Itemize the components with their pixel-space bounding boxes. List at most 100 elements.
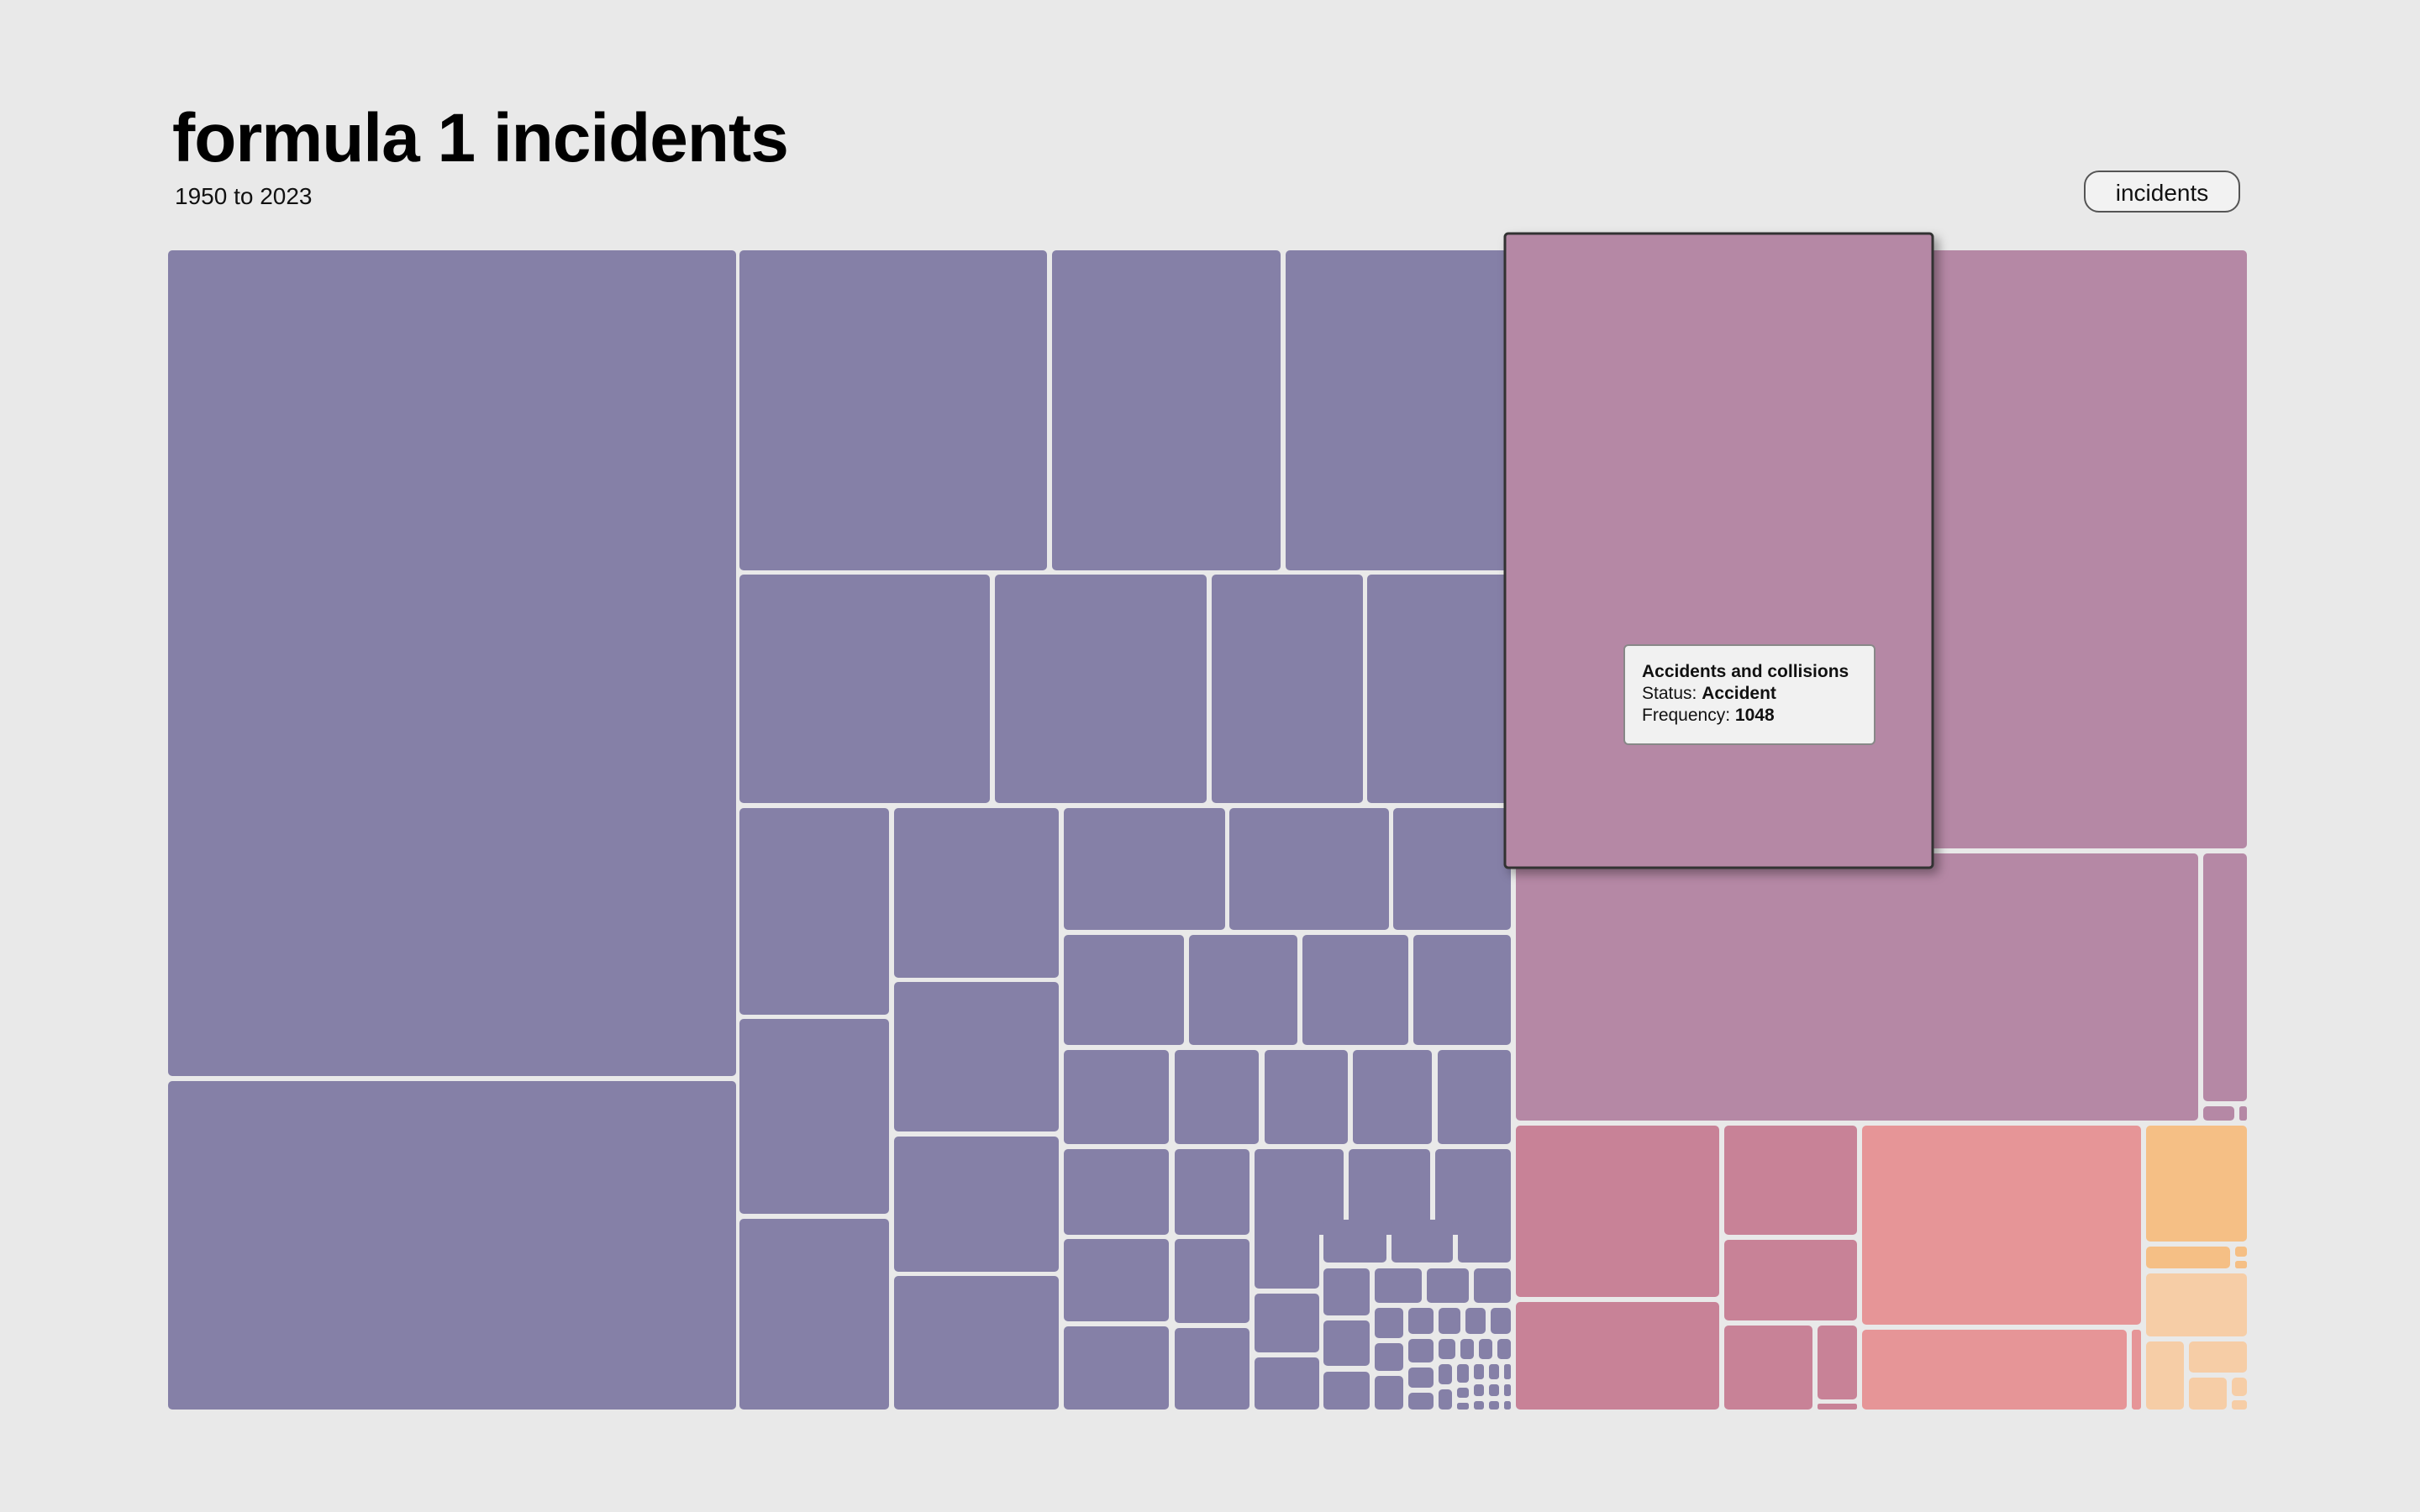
treemap-tile-disqualified[interactable] <box>1724 1126 1857 1235</box>
treemap-tile-mechanical[interactable] <box>1175 1239 1249 1323</box>
treemap-tile-mechanical[interactable] <box>1427 1268 1469 1303</box>
treemap-tile-mechanical[interactable] <box>1465 1308 1486 1334</box>
treemap-tile-mechanical[interactable] <box>894 1137 1059 1272</box>
treemap-tile-mechanical[interactable] <box>1504 1401 1511 1410</box>
treemap-tile-mechanical[interactable] <box>1497 1339 1511 1359</box>
treemap-tile-highlighted[interactable] <box>1503 232 1934 869</box>
treemap-tile-mechanical[interactable] <box>1229 808 1389 930</box>
treemap-tile-mechanical[interactable] <box>1052 250 1281 570</box>
treemap-tile-mechanical[interactable] <box>1302 935 1408 1045</box>
treemap-tile-disqualified[interactable] <box>1516 1126 1719 1297</box>
treemap-tile-mechanical[interactable] <box>1489 1384 1499 1396</box>
treemap-tile-mechanical[interactable] <box>1474 1401 1484 1410</box>
treemap-tile-mechanical[interactable] <box>168 250 736 1076</box>
treemap-tile-mechanical[interactable] <box>1458 1220 1511 1263</box>
treemap-tile-misc_light[interactable] <box>2189 1378 2227 1410</box>
treemap-tile-disqualified[interactable] <box>1818 1326 1857 1399</box>
treemap-tile-mechanical[interactable] <box>1439 1364 1452 1384</box>
treemap-tile-mechanical[interactable] <box>739 1219 889 1410</box>
metric-toggle-button[interactable]: incidents <box>2084 171 2240 213</box>
treemap-tile-mechanical[interactable] <box>1255 1149 1344 1235</box>
treemap-tile-mechanical[interactable] <box>1323 1220 1386 1263</box>
treemap-tile-mechanical[interactable] <box>1064 808 1225 930</box>
treemap-tile-mechanical[interactable] <box>1175 1149 1249 1235</box>
treemap-tile-mechanical[interactable] <box>1439 1308 1460 1334</box>
treemap-tile-mechanical[interactable] <box>1175 1328 1249 1410</box>
treemap-tile-mechanical[interactable] <box>1474 1364 1484 1379</box>
treemap-tile-mechanical[interactable] <box>1323 1320 1370 1366</box>
treemap-tile-accidents[interactable] <box>1516 853 2198 1121</box>
treemap-tile-mechanical[interactable] <box>1460 1339 1474 1359</box>
treemap-tile-mechanical[interactable] <box>1408 1393 1434 1410</box>
treemap-tile-misc_light[interactable] <box>2146 1273 2247 1336</box>
treemap-tile-misc_light[interactable] <box>2146 1341 2184 1410</box>
treemap-tile-mechanical[interactable] <box>1489 1364 1499 1379</box>
treemap-tile-misc[interactable] <box>2146 1126 2247 1242</box>
treemap-tile-mechanical[interactable] <box>1064 1050 1169 1144</box>
treemap-tile-mechanical[interactable] <box>739 808 889 1015</box>
treemap-tile-disqualified[interactable] <box>1516 1302 1719 1410</box>
treemap-tile-mechanical[interactable] <box>1064 1326 1169 1410</box>
treemap-tile-mechanical[interactable] <box>1255 1357 1319 1410</box>
treemap-tile-mechanical[interactable] <box>1064 1239 1169 1321</box>
treemap-tile-mechanical[interactable] <box>894 1276 1059 1410</box>
treemap-tile-mechanical[interactable] <box>894 808 1059 978</box>
treemap-tile-mechanical[interactable] <box>1255 1294 1319 1352</box>
treemap-tile-mechanical[interactable] <box>894 982 1059 1131</box>
treemap-tile-mechanical[interactable] <box>1439 1389 1452 1410</box>
treemap-tile-mechanical[interactable] <box>1212 575 1363 803</box>
treemap-tile-mechanical[interactable] <box>168 1081 736 1410</box>
treemap-tile-mechanical[interactable] <box>1367 575 1511 803</box>
treemap-tile-misc_light[interactable] <box>2189 1341 2247 1373</box>
treemap-tile-mechanical[interactable] <box>1457 1364 1469 1383</box>
treemap-tile-mechanical[interactable] <box>1175 1050 1259 1144</box>
treemap-tile-mechanical[interactable] <box>1408 1308 1434 1334</box>
treemap-tile-mechanical[interactable] <box>1064 935 1184 1045</box>
treemap-tile-mechanical[interactable] <box>1474 1384 1484 1396</box>
treemap-tile-mechanical[interactable] <box>1064 1149 1169 1235</box>
treemap-tile-mechanical[interactable] <box>1323 1372 1370 1410</box>
treemap-tile-mechanical[interactable] <box>995 575 1207 803</box>
treemap-tile-mechanical[interactable] <box>1392 1220 1453 1263</box>
treemap-tile-accidents[interactable] <box>2203 1106 2234 1121</box>
treemap-tile-mechanical[interactable] <box>1474 1268 1511 1303</box>
treemap-tile-mechanical[interactable] <box>1265 1050 1348 1144</box>
treemap-tile-other[interactable] <box>1862 1330 2127 1410</box>
treemap-tile-mechanical[interactable] <box>1375 1376 1403 1410</box>
treemap-tile-mechanical[interactable] <box>1393 808 1511 930</box>
treemap-tile-mechanical[interactable] <box>1504 1384 1511 1396</box>
treemap-tile-mechanical[interactable] <box>739 1019 889 1214</box>
treemap-tile-accidents[interactable] <box>2239 1106 2247 1121</box>
treemap-tile-misc_light[interactable] <box>2232 1400 2247 1410</box>
treemap-tile-accidents[interactable] <box>2203 853 2247 1101</box>
treemap-tile-mechanical[interactable] <box>1438 1050 1511 1144</box>
treemap-tile-disqualified[interactable] <box>1818 1404 1857 1410</box>
treemap-tile-mechanical[interactable] <box>1353 1050 1432 1144</box>
treemap-tile-mechanical[interactable] <box>739 575 990 803</box>
treemap-tile-other[interactable] <box>2132 1330 2141 1410</box>
treemap-tile-disqualified[interactable] <box>1724 1240 1857 1320</box>
treemap-tile-mechanical[interactable] <box>1189 935 1297 1045</box>
treemap-tile-other[interactable] <box>1862 1126 2141 1325</box>
treemap-tile-mechanical[interactable] <box>1504 1364 1511 1379</box>
treemap-tile-mechanical[interactable] <box>1323 1268 1370 1315</box>
treemap-tile-mechanical[interactable] <box>739 250 1047 570</box>
treemap-tile-mechanical[interactable] <box>1349 1149 1430 1235</box>
treemap-tile-misc[interactable] <box>2146 1247 2230 1268</box>
treemap-tile-mechanical[interactable] <box>1375 1343 1403 1371</box>
treemap-tile-mechanical[interactable] <box>1491 1308 1511 1334</box>
treemap-tile-mechanical[interactable] <box>1286 250 1511 570</box>
treemap-tile-mechanical[interactable] <box>1479 1339 1492 1359</box>
treemap-tile-mechanical[interactable] <box>1375 1308 1403 1338</box>
treemap-tile-disqualified[interactable] <box>1724 1326 1812 1410</box>
treemap-tile-mechanical[interactable] <box>1413 935 1511 1045</box>
treemap-tile-misc_light[interactable] <box>2232 1378 2247 1396</box>
treemap-tile-mechanical[interactable] <box>1435 1149 1511 1235</box>
treemap-tile-mechanical[interactable] <box>1439 1339 1455 1359</box>
treemap-tile-mechanical[interactable] <box>1408 1339 1434 1362</box>
treemap-tile-mechanical[interactable] <box>1489 1401 1499 1410</box>
treemap-tile-mechanical[interactable] <box>1375 1268 1422 1303</box>
treemap-tile-misc[interactable] <box>2235 1247 2247 1257</box>
treemap-tile-misc[interactable] <box>2235 1261 2247 1268</box>
treemap-tile-mechanical[interactable] <box>1457 1388 1469 1398</box>
